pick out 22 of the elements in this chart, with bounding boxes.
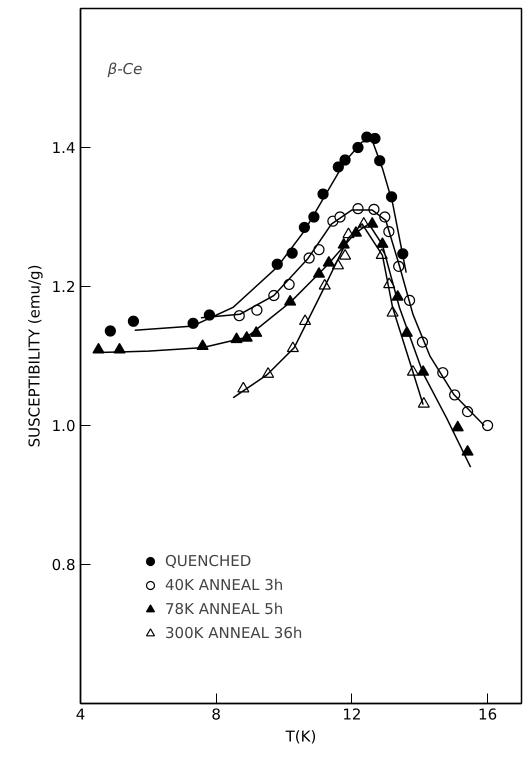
x-tick-label: 4 xyxy=(76,706,86,724)
legend-label: 300K ANNEAL 36h xyxy=(165,624,302,642)
x-axis-title: T(K) xyxy=(284,728,316,746)
y-tick-label: 1.2 xyxy=(52,278,76,296)
y-tick-label: 1.4 xyxy=(52,139,76,157)
x-tick-label: 12 xyxy=(342,706,362,724)
point xyxy=(452,420,464,432)
point xyxy=(251,304,262,316)
legend-label: 40K ANNEAL 3h xyxy=(165,576,284,594)
x-tick-label: 8 xyxy=(211,706,221,724)
y-axis-title: SUSCEPTIBILITY (emu/g) xyxy=(26,264,44,448)
x-tick-label: 16 xyxy=(478,706,498,724)
legend-label: 78K ANNEAL 5h xyxy=(165,600,284,618)
point xyxy=(482,420,494,432)
point xyxy=(369,132,381,144)
point xyxy=(104,325,116,337)
y-tick-label: 1.0 xyxy=(52,417,76,435)
annotation: β-Ce xyxy=(106,60,142,78)
point xyxy=(128,316,140,327)
point xyxy=(339,248,352,260)
legend-label: QUENCHED xyxy=(165,552,252,570)
y-tick-label: 0.8 xyxy=(52,556,76,574)
